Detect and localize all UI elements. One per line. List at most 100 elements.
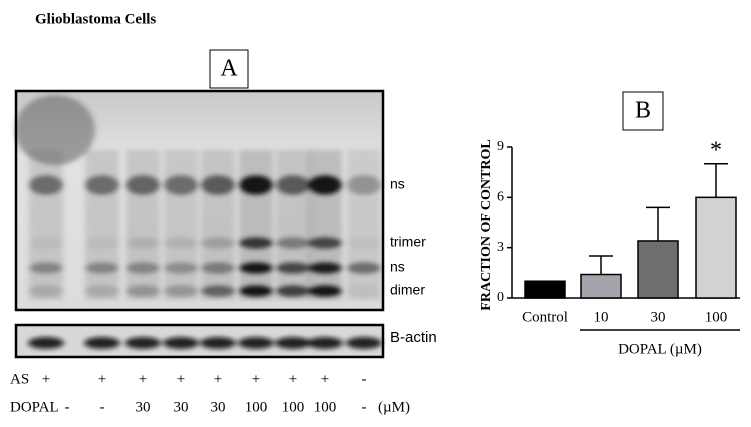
panel-label: B [635, 98, 651, 124]
band [308, 237, 342, 249]
loading-label: B-actin [390, 329, 437, 346]
band [29, 285, 63, 297]
panel-label-box [209, 49, 249, 89]
x-axis-label: DOPAL (µM) [618, 341, 702, 357]
band [164, 237, 198, 249]
actin-band [275, 337, 311, 349]
band [85, 175, 119, 195]
band [239, 175, 273, 195]
row-value: 30 [174, 399, 189, 415]
panel-label-box [622, 91, 664, 131]
actin-band [84, 337, 120, 349]
row-value: - [362, 399, 367, 415]
band [308, 285, 342, 297]
band [29, 262, 63, 274]
band [239, 262, 273, 274]
row-value: + [177, 371, 185, 387]
row-value: + [214, 371, 222, 387]
band [347, 237, 381, 249]
band [201, 237, 235, 249]
band-label: ns [390, 259, 405, 275]
lane-smear [85, 150, 119, 300]
lane-smear [347, 150, 381, 300]
band [164, 175, 198, 195]
y-tick-label: 0 [497, 290, 504, 305]
row-value: 30 [136, 399, 151, 415]
panel-label: A [220, 56, 238, 82]
y-axis-label: FRACTION OF CONTROL [479, 139, 494, 310]
lane-smear [201, 150, 235, 300]
lane-smear [29, 150, 63, 300]
band [85, 262, 119, 274]
actin-band [28, 337, 64, 349]
row-value: + [289, 371, 297, 387]
smear [15, 95, 95, 165]
band [126, 262, 160, 274]
y-tick-label: 6 [497, 190, 504, 205]
band-label: dimer [390, 282, 425, 298]
row-value: 100 [245, 399, 268, 415]
band-label: ns [390, 176, 405, 192]
row-value: - [65, 399, 70, 415]
actin-band [125, 337, 161, 349]
band [201, 262, 235, 274]
band [276, 285, 310, 297]
actin-band [238, 337, 274, 349]
blot-bands [15, 95, 381, 300]
x-tick-label: 100 [705, 309, 728, 325]
row-value: + [139, 371, 147, 387]
row-value: + [321, 371, 329, 387]
band [201, 175, 235, 195]
band [85, 237, 119, 249]
blot-frame [14, 89, 385, 312]
row-value: 100 [314, 399, 337, 415]
lane-smear [276, 150, 310, 300]
unit: (µM) [378, 399, 410, 415]
actin-band [346, 337, 382, 349]
y-tick-label: 3 [497, 240, 504, 255]
bar [524, 280, 566, 299]
band [276, 262, 310, 274]
row-value: + [42, 371, 50, 387]
band [308, 175, 342, 195]
figure-title: Glioblastoma Cells [35, 11, 156, 27]
band [29, 175, 63, 195]
x-tick-label: 30 [651, 309, 666, 325]
x-tick-label: Control [522, 309, 568, 325]
lane-smear [126, 150, 160, 300]
band [201, 285, 235, 297]
row-value: 100 [282, 399, 305, 415]
band [164, 285, 198, 297]
bar [580, 273, 622, 299]
actin-band [200, 337, 236, 349]
band [347, 262, 381, 274]
row-value: + [252, 371, 260, 387]
row-label: AS [10, 371, 29, 387]
band [85, 285, 119, 297]
actin-band [307, 337, 343, 349]
band [276, 237, 310, 249]
row-value: + [98, 371, 106, 387]
band [308, 262, 342, 274]
significance-mark: * [710, 137, 722, 163]
actin-band [163, 337, 199, 349]
bar [695, 196, 737, 299]
band [276, 175, 310, 195]
band [126, 237, 160, 249]
band [239, 285, 273, 297]
band-label: trimer [390, 234, 426, 250]
band [126, 175, 160, 195]
actin-frame [14, 323, 385, 359]
band [29, 237, 63, 249]
band [164, 262, 198, 274]
band [239, 237, 273, 249]
lane-smear [164, 150, 198, 300]
x-tick-label: 10 [594, 309, 609, 325]
y-tick-label: 9 [497, 139, 504, 154]
lane-smear [239, 150, 273, 300]
row-label: DOPAL [10, 399, 59, 415]
row-value: - [362, 371, 367, 387]
actin-bands [28, 337, 382, 349]
band [347, 175, 381, 195]
